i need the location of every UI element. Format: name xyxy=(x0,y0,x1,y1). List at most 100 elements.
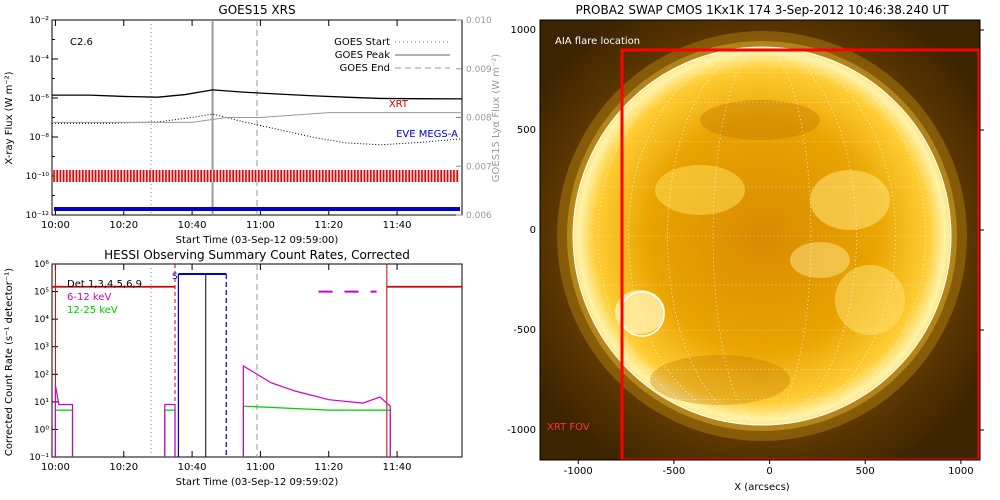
swap-y-tick-label: 500 xyxy=(517,125,536,136)
active-region xyxy=(790,242,850,278)
hessi-y-tick-label: 10⁶ xyxy=(34,260,49,270)
series-6-12-kev xyxy=(164,403,176,457)
legend-goes-end: GOES End xyxy=(340,63,390,74)
swap-x-tick-label: -1000 xyxy=(564,466,593,477)
goes-xrs-panel: GOES15 XRS 10⁻¹² 10⁻¹⁰ 10⁻⁸ 10⁻⁶ 10⁻⁴ 10⁻² 0.… xyxy=(4,3,502,246)
goes-y2-axis: 0.006 0.007 0.008 0.009 0.010 xyxy=(456,16,492,221)
hessi-x-tick-label: 10:00 xyxy=(41,462,70,473)
flare-class-label: C2.6 xyxy=(70,37,93,48)
grid-longitude xyxy=(598,47,926,425)
hessi-s-marker: S xyxy=(172,272,178,282)
series-6-12-kev xyxy=(54,385,74,457)
active-region xyxy=(615,290,665,334)
hessi-x-tick-label: 11:40 xyxy=(383,462,412,473)
hessi-y-tick-label: 10⁰ xyxy=(34,425,49,435)
hessi-y-tick-label: 10² xyxy=(34,370,49,380)
hessi-series xyxy=(52,264,462,457)
series-xrt-line xyxy=(52,89,463,100)
active-region xyxy=(655,165,745,215)
goes-x-tick-label: 10:40 xyxy=(178,220,207,231)
aia-flare-label: AIA flare location xyxy=(555,36,640,47)
goes-x-tick-label: 10:00 xyxy=(41,220,70,231)
goes-y2-tick-label: 0.006 xyxy=(466,211,492,221)
goes-x-tick-label: 11:20 xyxy=(314,220,343,231)
hessi-y-label: Corrected Count Rate (s⁻¹ detector⁻¹) xyxy=(4,268,15,456)
goes-y-tick-label: 10⁻¹² xyxy=(26,211,50,221)
swap-x-tick-label: 1000 xyxy=(948,466,973,477)
series-eve-line xyxy=(52,113,463,146)
active-region xyxy=(835,265,905,335)
hessi-x-tick-label: 10:20 xyxy=(109,462,138,473)
goes-y-tick-label: 10⁻² xyxy=(29,16,49,26)
eve-series-label: EVE MEGS-A xyxy=(396,129,458,140)
solar-limb xyxy=(572,46,952,426)
grid-longitude xyxy=(579,47,945,425)
grid-longitude xyxy=(712,47,812,425)
xrt-fov-label: XRT FOV xyxy=(547,422,590,433)
legend-goes-start: GOES Start xyxy=(334,37,390,48)
hessi-y-tick-label: 10⁻¹ xyxy=(29,453,49,463)
xrt-fov-box xyxy=(620,48,980,460)
hessi-x-tick-label: 11:00 xyxy=(246,462,275,473)
swap-y-axis: -1000 -500 0 500 1000 xyxy=(507,25,984,436)
legend-12-25: 12-25 keV xyxy=(67,305,118,316)
legend-det: Det 1,3,4,5,6,9 xyxy=(67,279,142,290)
hessi-y-axis: 10⁻¹ 10⁰ 10¹ 10² 10³ 10⁴ 10⁵ 10⁶ xyxy=(29,260,58,463)
goes-y-tick-label: 10⁻⁴ xyxy=(29,55,49,65)
aia-flare-circle xyxy=(619,291,665,337)
hessi-y-tick-label: 10⁴ xyxy=(34,315,49,325)
goes-title: GOES15 XRS xyxy=(218,3,295,17)
series-12-25-kev xyxy=(242,405,391,457)
hessi-panel: HESSI Observing Summary Count Rates, Cor… xyxy=(4,248,463,488)
legend-6-12: 6-12 keV xyxy=(67,292,111,303)
series-12-25-kev xyxy=(164,409,176,457)
swap-image-panel: PROBA2 SWAP CMOS 1Kx1K 174 3-Sep-2012 10… xyxy=(507,3,984,493)
swap-x-label: X (arcsecs) xyxy=(734,482,790,493)
goes-x-axis: 10:00 10:20 10:40 11:00 11:20 11:40 xyxy=(41,20,411,231)
goes-y2-tick-label: 0.009 xyxy=(466,65,492,75)
goes-x-tick-label: 10:20 xyxy=(109,220,138,231)
hessi-x-tick-label: 10:40 xyxy=(178,462,207,473)
goes-y2-tick-label: 0.008 xyxy=(466,114,492,124)
hessi-title: HESSI Observing Summary Count Rates, Cor… xyxy=(104,248,410,262)
goes-x-tick-label: 11:00 xyxy=(246,220,275,231)
goes-event-lines xyxy=(150,20,258,215)
heliographic-grid xyxy=(573,47,951,425)
swap-x-tick-label: 0 xyxy=(766,466,772,477)
swap-x-tick-label: 500 xyxy=(856,466,875,477)
goes-series xyxy=(52,89,463,146)
goes-y-tick-label: 10⁻⁸ xyxy=(29,133,49,143)
hessi-x-tick-label: 11:20 xyxy=(314,462,343,473)
active-region xyxy=(810,170,890,230)
series-6-12-kev xyxy=(242,364,391,457)
goes-y2-tick-label: 0.007 xyxy=(466,162,492,172)
hessi-y-tick-label: 10¹ xyxy=(34,398,49,408)
grid-longitude xyxy=(667,47,857,425)
grid-longitude xyxy=(628,47,896,425)
swap-y-tick-label: 1000 xyxy=(511,25,536,36)
xrt-coverage-bars xyxy=(53,170,460,211)
hessi-legend: Det 1,3,4,5,6,9 6-12 keV 12-25 keV xyxy=(67,279,142,316)
swap-frame xyxy=(539,19,981,461)
goes-y-label: X-ray Flux (W m⁻²) xyxy=(4,71,15,164)
swap-y-tick-label: 0 xyxy=(530,225,536,236)
hessi-y-tick-label: 10⁵ xyxy=(34,288,49,298)
series-12-25-kev xyxy=(54,409,74,457)
swap-y-tick-label: -1000 xyxy=(507,425,536,436)
solar-active-regions xyxy=(573,47,951,425)
swap-title: PROBA2 SWAP CMOS 1Kx1K 174 3-Sep-2012 10… xyxy=(575,3,949,17)
xrt-series-label: XRT xyxy=(389,99,409,110)
coronal-hole xyxy=(700,100,820,140)
hessi-x-label: Start Time (03-Sep-12 09:59:02) xyxy=(176,477,339,488)
goes-y2-label: GOES15 Lyα Flux (W m⁻²) xyxy=(491,54,502,182)
legend-goes-peak: GOES Peak xyxy=(335,50,390,61)
hessi-y-tick-label: 10³ xyxy=(34,343,49,353)
goes-y-axis: 10⁻¹² 10⁻¹⁰ 10⁻⁸ 10⁻⁶ 10⁻⁴ 10⁻² xyxy=(26,16,58,221)
goes-y2-tick-label: 0.010 xyxy=(466,16,492,26)
goes-y-tick-label: 10⁻⁶ xyxy=(29,94,49,104)
goes-y-tick-label: 10⁻¹⁰ xyxy=(26,172,50,182)
swap-x-tick-label: -500 xyxy=(663,466,686,477)
swap-x-axis: -1000 -500 0 500 1000 xyxy=(564,460,974,477)
swap-y-tick-label: -500 xyxy=(513,325,536,336)
